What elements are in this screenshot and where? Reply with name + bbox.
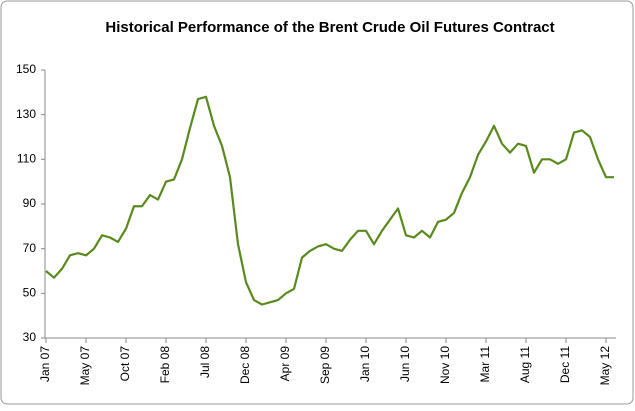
x-tick-label: Oct 07 xyxy=(118,346,132,382)
y-tick-label: 150 xyxy=(16,62,36,76)
x-tick-label: Dec 08 xyxy=(238,346,252,384)
x-tick-label: Jan 07 xyxy=(38,346,52,382)
chart-title: Historical Performance of the Brent Crud… xyxy=(105,19,554,36)
x-tick-label: Jun 10 xyxy=(398,346,412,382)
x-tick-label: Feb 08 xyxy=(158,346,172,384)
line-series xyxy=(45,95,614,306)
y-tick-label: 110 xyxy=(17,152,36,166)
y-tick-label: 90 xyxy=(23,196,37,210)
x-tick-label: Apr 09 xyxy=(278,346,292,382)
x-tick-label: May 12 xyxy=(598,346,612,386)
x-tick-label: Sep 09 xyxy=(318,346,332,384)
x-tick-label: Mar 11 xyxy=(478,346,492,383)
x-tick-label: Aug 11 xyxy=(518,346,532,383)
x-tick-label: Dec 11 xyxy=(558,346,572,383)
x-tick-label: May 07 xyxy=(78,346,92,386)
y-tick-label: 130 xyxy=(16,107,36,121)
x-tick-label: Jan 10 xyxy=(358,346,372,382)
y-tick-label: 50 xyxy=(23,286,37,300)
x-tick-label: Jul 08 xyxy=(198,346,212,378)
x-tick-label: Nov 10 xyxy=(438,346,452,384)
y-tick-label: 30 xyxy=(23,330,37,344)
y-tick-label: 70 xyxy=(23,241,37,255)
